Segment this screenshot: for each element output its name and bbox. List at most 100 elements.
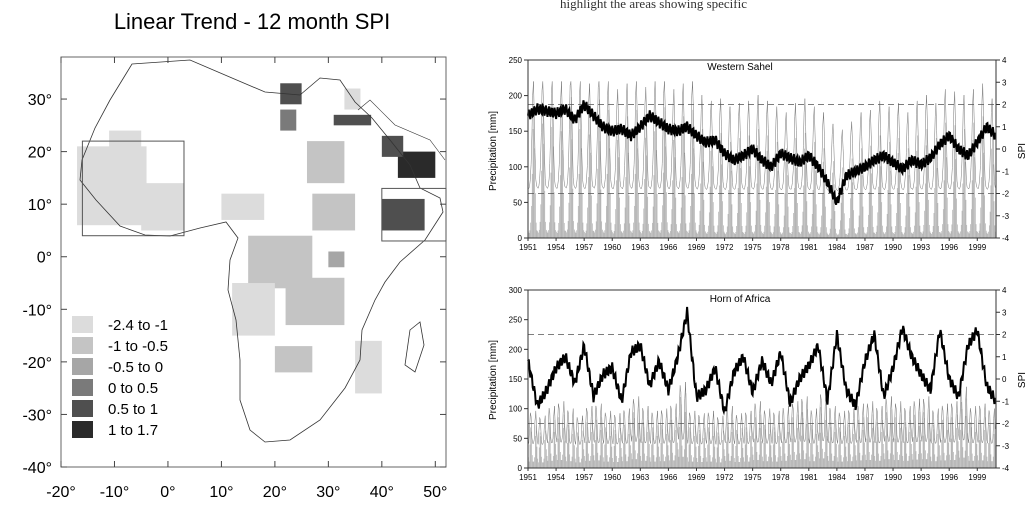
trend-cells [77,83,436,394]
precip-bar [815,170,816,238]
precip-bar [731,204,733,238]
precip-bar [974,431,976,468]
precip-bar [786,460,787,468]
precip-bar [687,461,689,468]
precip-bar [899,454,900,468]
trend-region-6 [232,283,275,336]
precip-bar [590,455,592,468]
precip-bar [632,435,634,468]
precip-bar [628,195,630,238]
precip-bar [744,444,746,468]
precip-bar [587,427,588,468]
trend-region-3 [221,193,265,220]
precip-bar [759,427,761,468]
precip-bar [744,233,745,238]
precip-bar [879,460,880,468]
precip-bar [946,157,947,238]
precip-bar [753,459,755,468]
precip-bar [561,112,563,238]
precip-bar [687,231,688,238]
precip-bar [719,456,720,468]
precip-bar [963,457,964,468]
precip-bar [968,460,970,468]
precip-bar [804,132,806,238]
precip-bar [666,222,668,238]
precip-bar [868,191,870,238]
precip-bar [771,457,773,468]
precip-bar [605,427,606,468]
precip-bar [899,168,900,238]
precip-bar [754,224,756,238]
precip-bar [896,213,897,238]
x-tick-label: 1957 [575,243,593,252]
precip-bar [721,164,723,238]
precip-bar [871,173,872,238]
precip-bar [553,431,555,468]
precip-bar [967,455,969,468]
x-tick-label: 1960 [603,473,621,482]
precip-bar [637,193,639,238]
precip-bar [731,431,733,468]
precip-bar [581,439,583,468]
precip-bar [641,460,642,468]
precip-bar [852,456,854,468]
precip-bar [629,223,631,238]
precip-bar [793,188,795,238]
precip-bar [754,417,756,468]
precip-bar [947,417,949,468]
precip-bar [765,429,766,468]
precip-bar [979,419,981,468]
precip-bar [964,450,966,468]
precip-bar [896,188,898,238]
map-y-tick-label: -20° [22,355,52,372]
precip-bar [572,433,574,468]
precip-bar [556,232,558,238]
precip-bar [723,225,724,238]
precip-bar [738,153,740,238]
precip-bar [552,455,554,468]
precip-bar [730,460,731,468]
precip-bar [703,199,705,238]
precip-bar [951,224,953,238]
precip-bar [769,433,770,468]
precip-bar [631,232,633,238]
precip-bar [994,225,996,238]
precip-bar [954,125,956,238]
precip-bar [791,438,793,468]
precip-bar [620,231,622,238]
precip-bar [655,150,657,238]
precip-bar [632,230,634,238]
precip-bar [648,443,650,468]
precip-bar [659,461,661,468]
map-title: Linear Trend - 12 month SPI [114,9,390,34]
precip-bar [553,192,555,238]
precip-bar [905,427,907,468]
precip-bar [977,231,978,238]
y-tick-label: 250 [509,56,523,65]
precip-bar [933,213,935,238]
precip-bar [635,129,637,238]
precip-bar [616,139,618,238]
precip-bar [550,453,552,468]
precip-bar [691,455,692,468]
precip-bar [751,425,752,468]
precip-bar [966,398,968,468]
precip-bar [765,454,767,468]
precip-bar [680,396,681,468]
y-tick-label: 200 [509,345,523,354]
precip-bar [758,459,759,468]
precip-bar [938,422,939,468]
precip-bar [651,230,652,238]
precip-bar [941,440,943,468]
precip-bar [910,419,911,468]
precip-bar [737,213,738,238]
precip-bar [822,193,823,238]
precip-bar [919,225,921,238]
precip-bar [794,153,796,238]
precip-bar [914,420,916,468]
precip-bar [910,443,912,468]
precip-bar [992,164,994,238]
precip-bar [659,231,660,238]
precip-bar [750,202,752,238]
precip-bar [548,441,549,468]
